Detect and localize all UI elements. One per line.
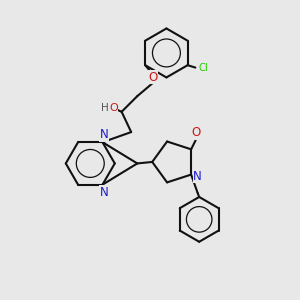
Text: O: O xyxy=(148,70,157,84)
Text: N: N xyxy=(100,128,108,141)
Text: N: N xyxy=(100,186,108,199)
Text: O: O xyxy=(109,103,118,113)
Text: H: H xyxy=(101,103,109,113)
Text: O: O xyxy=(192,126,201,140)
Text: Cl: Cl xyxy=(199,63,208,73)
Text: N: N xyxy=(193,169,202,183)
